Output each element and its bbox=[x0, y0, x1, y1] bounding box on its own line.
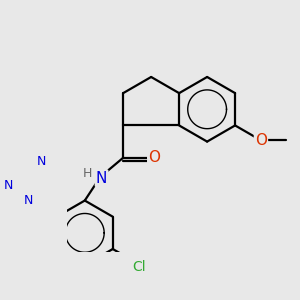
Text: Cl: Cl bbox=[133, 260, 146, 274]
Text: O: O bbox=[148, 150, 160, 165]
Text: N: N bbox=[96, 171, 107, 186]
Text: H: H bbox=[83, 167, 93, 180]
Text: N: N bbox=[37, 155, 46, 168]
Text: N: N bbox=[24, 194, 34, 207]
Text: N: N bbox=[3, 179, 13, 192]
Text: O: O bbox=[255, 133, 267, 148]
